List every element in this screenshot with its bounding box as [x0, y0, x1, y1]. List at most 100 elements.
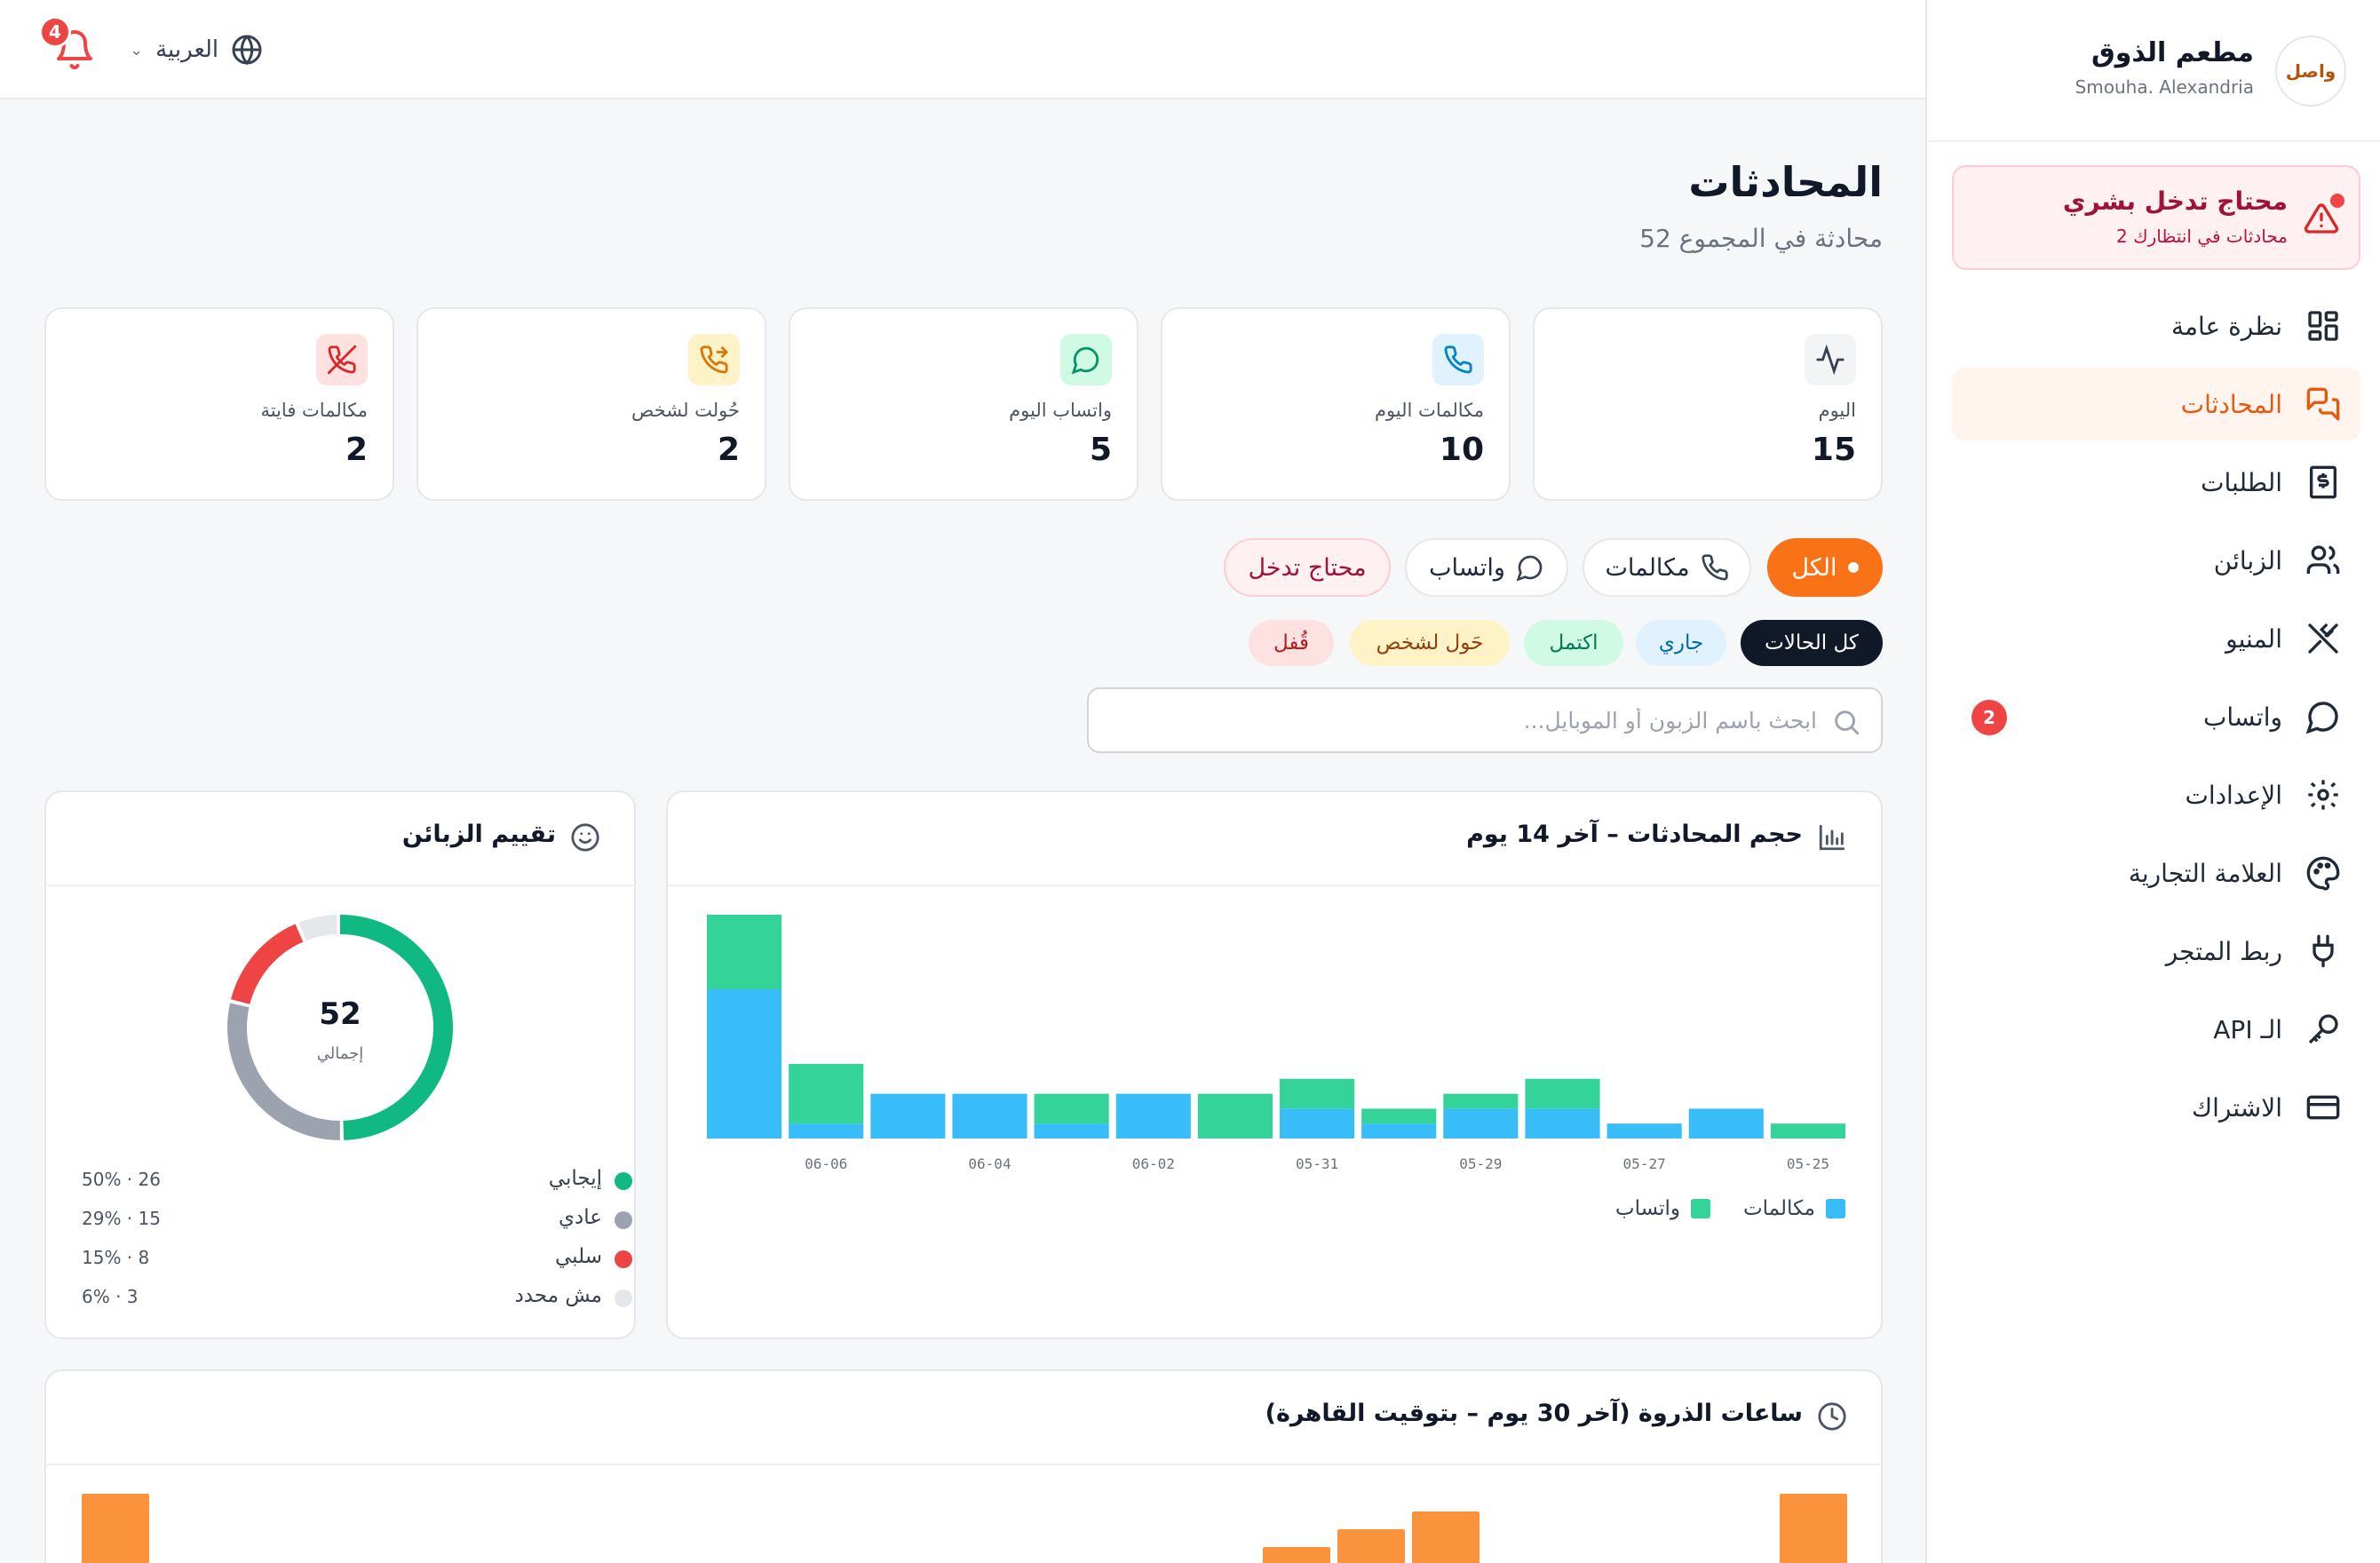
sidebar-item-api[interactable]: API الـ [1952, 993, 2360, 1066]
bar-whatsapp-05-29 [1443, 1093, 1519, 1109]
bar-whatsapp-05-30 [1361, 1108, 1437, 1124]
brand-logo: واصل [2275, 36, 2346, 107]
sidebar-item-overview[interactable]: نظرة عامة [1952, 290, 2360, 362]
restaurant-location: Smouha. Alexandria [2075, 76, 2254, 98]
notification-badge: 4 [39, 16, 71, 48]
rating-total: 52 [319, 996, 361, 1032]
panel-header: تقييم الزبائن [46, 792, 634, 886]
status-ongoing-pill[interactable]: جاري [1636, 620, 1726, 666]
filter-whatsapp-button[interactable]: واتساب [1405, 538, 1568, 597]
phone-icon [1702, 554, 1728, 581]
filter-all-button[interactable]: الكل [1767, 538, 1883, 597]
stat-card-today: اليوم 15 [1533, 307, 1883, 501]
bar-whatsapp-05-28 [1525, 1078, 1600, 1109]
legend-item-calls: مكالمات [1743, 1197, 1845, 1220]
stat-card-missed-calls: مكالمات فايتة 2 [44, 307, 394, 501]
legend-item-whatsapp: واتساب [1615, 1197, 1710, 1220]
top-bar: 4 ⌄ العربية [0, 0, 1925, 99]
legend-label: واتساب [1614, 1197, 1680, 1220]
activity-icon [1805, 334, 1856, 385]
sidebar-item-menu[interactable]: المنيو [1952, 602, 2360, 675]
sidebar-item-brand[interactable]: العلامة التجارية [1952, 837, 2360, 909]
sidebar-item-customers[interactable]: الزبائن [1952, 524, 2360, 597]
filter-calls-label: مكالمات [1605, 553, 1690, 582]
bar-whatsapp-06-01 [1197, 1093, 1273, 1139]
x-tick-label: 06-04 [968, 1155, 1011, 1172]
sidebar-item-settings[interactable]: الإعدادات [1952, 758, 2360, 831]
stat-value: 2 [345, 432, 368, 468]
search-box [1087, 687, 1883, 753]
legend-swatch [1691, 1199, 1710, 1218]
sidebar-item-label: العلامة التجارية [2128, 858, 2282, 888]
chevron-down-icon: ⌄ [130, 40, 144, 60]
volume-chart-panel: حجم المحادثات – آخر 14 يوم 06-06 06-04 06-… [666, 790, 1883, 1339]
bar-calls-05-30 [1361, 1123, 1437, 1139]
brand-logo-text: واصل [2285, 60, 2336, 82]
rating-label: سلبي [555, 1245, 602, 1268]
x-tick-label: 05-25 [1787, 1155, 1829, 1172]
human-intervention-alert[interactable]: محتاج تدخل بشري 2 محادثات في انتظارك [1952, 165, 2360, 270]
rating-row-positive: إيجابي 50% · 26 [82, 1163, 632, 1199]
x-tick-label: 05-31 [1296, 1155, 1338, 1172]
alert-subtitle: 2 محادثات في انتظارك [2116, 226, 2288, 247]
chat-bubbles-icon [2306, 387, 2340, 421]
x-tick-label: 06-02 [1132, 1155, 1175, 1172]
sidebar-item-subscription[interactable]: الاشتراك [1952, 1071, 2360, 1144]
message-circle-icon [1060, 334, 1112, 385]
page-title: المحادثات [1688, 158, 1883, 206]
bar-whatsapp-06-07 [707, 915, 782, 989]
phone-missed-icon [316, 334, 368, 385]
status-closed-pill[interactable]: قُفل [1249, 620, 1334, 666]
sidebar-item-label: المنيو [2225, 623, 2282, 654]
phone-forwarded-icon [688, 334, 740, 385]
peak-bar [1780, 1494, 1847, 1563]
sidebar-item-label: الاشتراك [2192, 1092, 2282, 1123]
language-label: العربية [155, 36, 219, 63]
stat-label: واتساب اليوم [1009, 400, 1112, 421]
sidebar-item-label: المحادثات [2180, 389, 2282, 419]
rating-total-label: إجمالي [316, 1044, 364, 1063]
key-icon [2308, 1014, 2338, 1044]
panel-header: حجم المحادثات – آخر 14 يوم [668, 792, 1881, 886]
grid-icon [2308, 311, 2338, 341]
search-input[interactable] [1124, 689, 1817, 751]
bar-calls-06-02 [1115, 1093, 1191, 1139]
filter-needs-action-button[interactable]: محتاج تدخل [1224, 538, 1391, 597]
rating-donut-chart [227, 915, 453, 1140]
sidebar-item-conversations[interactable]: المحادثات [1952, 368, 2360, 440]
peak-hours-panel: ساعات الذروة (آخر 30 يوم – بتوقيت القاهر… [44, 1369, 1883, 1563]
bar-calls-05-31 [1280, 1108, 1355, 1139]
active-dot [1847, 562, 1859, 573]
language-selector[interactable]: ⌄ العربية [130, 30, 263, 69]
message-circle-icon [1516, 555, 1543, 582]
plug-icon [2313, 934, 2334, 968]
customer-rating-panel: تقييم الزبائن 52 إجمالي إيجابي 50% · 26 … [44, 790, 636, 1339]
status-transfer-pill[interactable]: حَول لشخص [1350, 620, 1510, 666]
peak-hours-title: ساعات الذروة (آخر 30 يوم – بتوقيت القاهر… [1265, 1400, 1803, 1427]
bar-chart-icon [1817, 822, 1847, 853]
status-completed-pill[interactable]: اكتمل [1524, 620, 1623, 666]
status-all-pill[interactable]: كل الحالات [1741, 620, 1883, 666]
stat-value: 5 [1089, 432, 1112, 468]
rating-label: إيجابي [548, 1167, 602, 1190]
sidebar: واصل مطعم الذوق Smouha. Alexandria محتاج… [1925, 0, 2380, 1563]
globe-icon [232, 35, 262, 66]
alert-dot [2330, 194, 2344, 208]
sidebar-item-label: واتساب [2203, 702, 2282, 732]
receipt-icon [2310, 465, 2336, 499]
volume-chart: 06-06 06-04 06-02 05-31 05-29 05-27 05-25 [707, 915, 1845, 1172]
stat-label: مكالمات اليوم [1374, 400, 1484, 421]
x-tick-label: 06-06 [805, 1155, 847, 1172]
volume-chart-title: حجم المحادثات – آخر 14 يوم [1466, 821, 1803, 848]
sidebar-item-whatsapp[interactable]: 2 واتساب [1952, 680, 2360, 753]
sidebar-item-orders[interactable]: الطلبات [1952, 446, 2360, 519]
stat-card-calls-today: مكالمات اليوم 10 [1161, 307, 1511, 501]
filter-whatsapp-label: واتساب [1429, 553, 1505, 582]
sidebar-item-store-link[interactable]: ربط المتجر [1952, 915, 2360, 988]
filter-calls-button[interactable]: مكالمات [1583, 538, 1751, 597]
rating-row-neutral: عادي 29% · 15 [82, 1202, 632, 1238]
bar-calls-06-06 [789, 1123, 864, 1139]
sidebar-item-label: API الـ [2213, 1014, 2282, 1044]
peak-bar [1263, 1547, 1330, 1563]
x-tick-label: 05-27 [1623, 1155, 1666, 1172]
